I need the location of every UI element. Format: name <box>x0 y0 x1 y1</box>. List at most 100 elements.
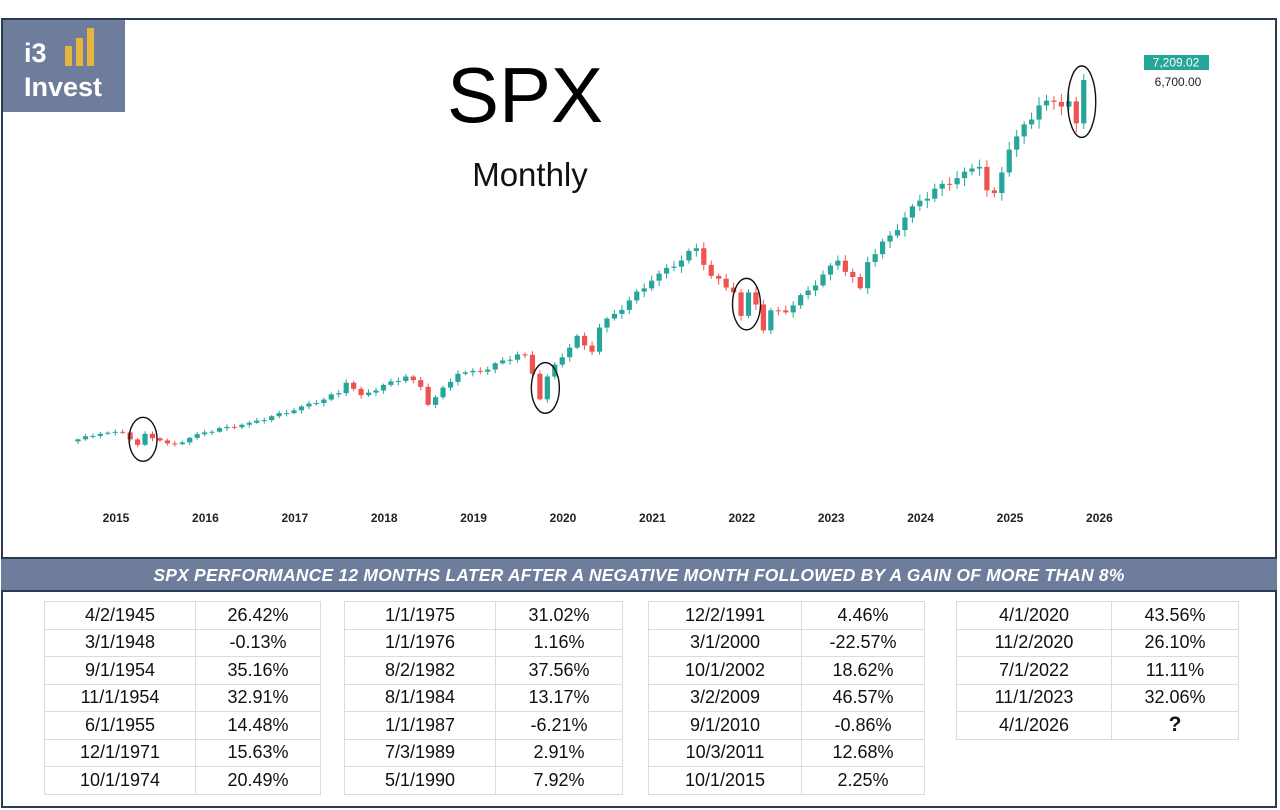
highlight-ellipse <box>731 277 762 331</box>
candle-body <box>745 292 752 316</box>
candle-body <box>328 394 334 400</box>
table-row: 10/3/2011 12.68% <box>648 738 925 767</box>
candle-body <box>127 432 133 440</box>
candle-body <box>395 380 401 382</box>
candle-body <box>336 393 342 395</box>
candle-body <box>261 420 267 422</box>
candle-body <box>872 254 878 263</box>
highlight-ellipse <box>530 361 561 415</box>
return-cell: 15.63% <box>195 738 321 767</box>
candle-body <box>909 206 915 218</box>
candle-body <box>462 372 468 374</box>
candle-body <box>142 433 148 445</box>
date-cell: 1/1/1975 <box>344 601 496 630</box>
candlestick-chart: 2015 2016 2017 2018 2019 2020 2021 2022 2023 2024… <box>75 55 1209 525</box>
candle-body <box>596 327 603 352</box>
candle-body <box>388 381 394 385</box>
date-cell: 11/1/2023 <box>956 683 1112 712</box>
candle-body <box>418 380 424 387</box>
date-cell: 8/2/1982 <box>344 656 496 685</box>
candle-body <box>961 171 968 179</box>
date-cell: 4/1/2020 <box>956 601 1112 630</box>
candle-body <box>1021 124 1027 137</box>
date-cell: 12/2/1991 <box>648 601 802 630</box>
candle-body <box>656 273 662 281</box>
candle-body <box>589 345 595 352</box>
candle-body <box>298 406 305 411</box>
candle-body <box>820 274 826 286</box>
return-cell: 35.16% <box>195 656 321 685</box>
performance-banner: SPX PERFORMANCE 12 MONTHS LATER AFTER A … <box>1 557 1277 592</box>
table-row: 5/1/1990 7.92% <box>344 766 623 795</box>
return-cell: 14.48% <box>195 711 321 740</box>
candle-body <box>380 384 387 391</box>
return-cell: 4.46% <box>801 601 925 630</box>
table-row: 11/1/1954 32.91% <box>44 683 321 712</box>
candle-body <box>693 248 699 251</box>
candle-body <box>477 370 483 372</box>
candle-body <box>678 260 685 267</box>
candle-body <box>447 381 454 388</box>
candle-body <box>373 390 379 393</box>
candle-body <box>708 264 714 276</box>
candle-body <box>902 217 908 231</box>
candle-body <box>939 183 945 189</box>
candle-body <box>1043 100 1050 106</box>
table-row: 10/1/2002 18.62% <box>648 656 925 685</box>
candle-body <box>827 265 834 275</box>
candle-body <box>433 397 439 405</box>
candle-body <box>984 166 990 191</box>
candle-body <box>1014 136 1020 150</box>
candle-body <box>954 178 960 185</box>
table-row: 7/3/1989 2.91% <box>344 738 623 767</box>
table-row: 7/1/2022 11.11% <box>956 656 1239 685</box>
candle-body <box>187 437 193 443</box>
date-cell: 11/2/2020 <box>956 628 1112 657</box>
candle-body <box>582 335 588 346</box>
return-cell: 43.56% <box>1111 601 1239 630</box>
candle-body <box>611 313 617 319</box>
candle-body <box>82 436 89 440</box>
return-cell: ? <box>1111 711 1239 740</box>
candle-body <box>842 260 848 272</box>
candle-body <box>537 373 543 400</box>
candle-body <box>157 438 163 441</box>
table-row: 3/1/2000 -22.57% <box>648 628 925 657</box>
candle-body <box>924 198 930 201</box>
candle-body <box>626 300 632 310</box>
date-cell: 3/1/1948 <box>44 628 196 657</box>
table-row: 12/1/1971 15.63% <box>44 738 321 767</box>
x-tick-label: 2026 <box>1086 511 1113 525</box>
candle-body <box>671 266 677 268</box>
performance-table-4: 4/1/2020 43.56% 11/2/2020 26.10% 7/1/2022 11.… <box>956 601 1239 740</box>
candle-body <box>179 442 185 445</box>
candle-body <box>932 188 938 199</box>
candle-body <box>485 369 491 372</box>
candle-body <box>880 241 886 255</box>
x-tick-label: 2016 <box>192 511 219 525</box>
table-row: 11/2/2020 26.10% <box>956 628 1239 657</box>
candle-body <box>894 230 901 236</box>
candle-body <box>805 290 811 296</box>
date-cell: 11/1/1954 <box>44 683 196 712</box>
candle-body <box>164 440 170 444</box>
x-tick-label: 2023 <box>818 511 845 525</box>
return-cell: -22.57% <box>801 628 925 657</box>
candle-body <box>559 357 565 365</box>
date-cell: 5/1/1990 <box>344 766 496 795</box>
return-cell: 13.17% <box>495 683 623 712</box>
candle-body <box>358 388 364 396</box>
candle-body <box>812 285 819 291</box>
return-cell: 1.16% <box>495 628 623 657</box>
return-cell: 46.57% <box>801 683 925 712</box>
candle-body <box>120 431 126 433</box>
candle-body <box>604 318 610 328</box>
date-cell: 10/1/2015 <box>648 766 802 795</box>
candle-body <box>701 248 707 265</box>
return-cell: -6.21% <box>495 711 623 740</box>
date-cell: 3/1/2000 <box>648 628 802 657</box>
candle-body <box>194 434 200 438</box>
table-row: 10/1/1974 20.49% <box>44 766 321 795</box>
candle-body <box>917 200 923 207</box>
x-tick-label: 2021 <box>639 511 666 525</box>
